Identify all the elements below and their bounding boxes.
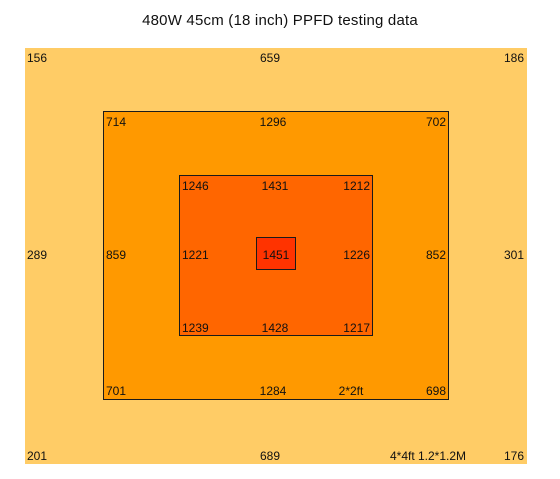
inner-top-right-reading: 1212 (343, 179, 370, 193)
outer-top-left-reading: 156 (27, 51, 48, 65)
diagram-title: 480W 45cm (18 inch) PPFD testing data (142, 12, 418, 29)
outer-mid-right-reading: 301 (503, 248, 524, 262)
inner-bottom-left-reading: 1239 (182, 321, 209, 335)
middle-top-center-reading: 1296 (259, 115, 287, 129)
inner-mid-right-reading: 1226 (343, 248, 370, 262)
middle-bottom-right-reading: 698 (425, 384, 446, 398)
middle-top-left-reading: 714 (106, 115, 127, 129)
outer-mid-left-reading: 289 (27, 248, 48, 262)
outer-bottom-center-reading: 689 (259, 449, 281, 463)
inner-mid-left-reading: 1221 (182, 248, 209, 262)
inner-top-left-reading: 1246 (182, 179, 209, 193)
outer-top-center-reading: 659 (259, 51, 281, 65)
center-zone (256, 237, 296, 270)
middle-mid-right-reading: 852 (425, 248, 446, 262)
middle-bottom-center-reading: 1284 (259, 384, 287, 398)
middle-bottom-left-reading: 701 (106, 384, 127, 398)
outer-size-label: 4*4ft 1.2*1.2M (389, 449, 467, 463)
middle-mid-left-reading: 859 (106, 248, 127, 262)
inner-top-center-reading: 1431 (261, 179, 289, 193)
middle-top-right-reading: 702 (425, 115, 446, 129)
outer-bottom-left-reading: 201 (27, 449, 48, 463)
inner-bottom-right-reading: 1217 (343, 321, 370, 335)
outer-bottom-right-reading: 176 (503, 449, 524, 463)
middle-size-label: 2*2ft (338, 384, 364, 398)
inner-bottom-center-reading: 1428 (261, 321, 289, 335)
center-reading: 1451 (262, 248, 290, 262)
outer-top-right-reading: 186 (503, 51, 524, 65)
